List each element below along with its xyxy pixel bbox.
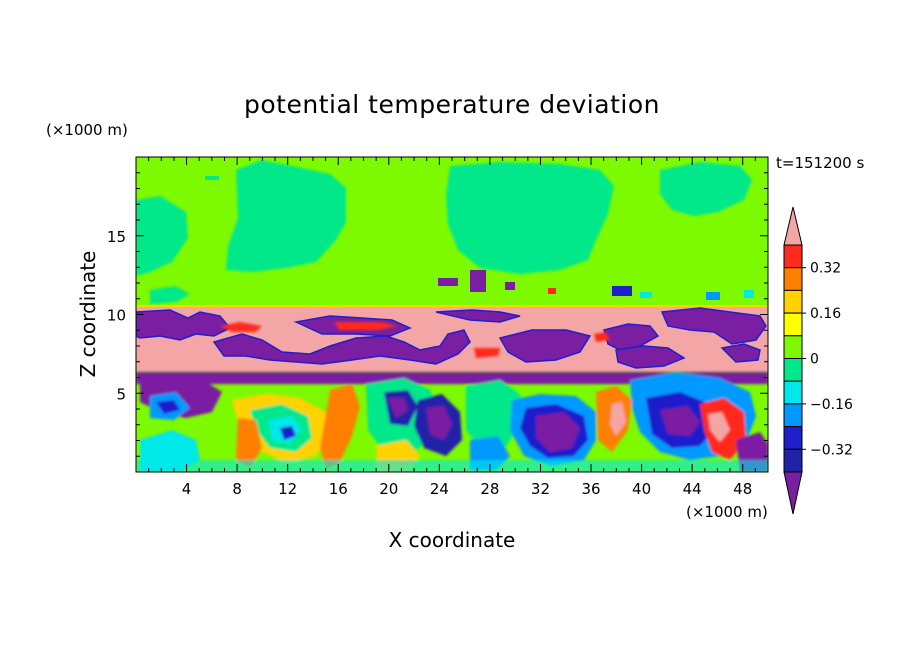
x-tick-label: 40 <box>632 480 651 498</box>
colorbar-top-arrow <box>783 206 803 246</box>
y-tick-label: 5 <box>116 385 126 403</box>
x-tick-label: 28 <box>480 480 499 498</box>
field-upper-cool-patches <box>136 160 752 304</box>
colorbar-segment <box>783 426 803 450</box>
x-tick-label: 24 <box>430 480 449 498</box>
heatmap-field <box>136 157 768 472</box>
colorbar-label: 0 <box>810 352 819 368</box>
field-inversion-red <box>220 322 610 358</box>
colorbar-segment <box>783 289 803 314</box>
colorbar-segment <box>783 312 803 337</box>
colorbar-segment <box>783 448 803 473</box>
x-tick-label: 48 <box>733 480 752 498</box>
colorbar-label: −0.16 <box>810 397 853 413</box>
colorbar-bottom-arrow <box>783 471 803 515</box>
colorbar-segment <box>783 403 803 428</box>
x-tick-label: 32 <box>531 480 550 498</box>
x-unit-label: (×1000 m) <box>686 503 768 521</box>
colorbar: 0.32 0.16 0 −0.16 −0.32 <box>783 206 853 515</box>
x-tick-label: 12 <box>278 480 297 498</box>
colorbar-segment <box>783 358 803 382</box>
colorbar-label: 0.32 <box>810 261 841 277</box>
y-tick-label: 10 <box>107 307 126 325</box>
y-unit-label: (×1000 m) <box>46 121 128 139</box>
field-upper-specks <box>205 176 754 300</box>
x-tick-label: 44 <box>683 480 702 498</box>
y-axis-ticks: 5 10 15 <box>107 172 768 457</box>
x-tick-label: 20 <box>379 480 398 498</box>
colorbar-label: −0.32 <box>810 442 853 458</box>
colorbar-label: 0.16 <box>810 306 841 322</box>
x-tick-label: 4 <box>182 480 192 498</box>
y-tick-label: 15 <box>107 228 126 246</box>
colorbar-segment <box>783 380 803 405</box>
x-axis-ticks: 4 8 12 16 20 24 28 32 36 40 44 48 <box>148 157 756 498</box>
x-axis-label: X coordinate <box>389 528 516 552</box>
x-tick-label: 36 <box>581 480 600 498</box>
x-tick-label: 16 <box>329 480 348 498</box>
time-label: t=151200 s <box>776 154 864 172</box>
field-eddies <box>136 372 768 472</box>
colorbar-segment <box>783 244 803 269</box>
colorbar-segment <box>783 267 803 291</box>
y-axis-label: Z coordinate <box>76 251 100 378</box>
chart-title: potential temperature deviation <box>244 90 660 119</box>
colorbar-segment <box>783 335 803 359</box>
x-tick-label: 8 <box>232 480 242 498</box>
